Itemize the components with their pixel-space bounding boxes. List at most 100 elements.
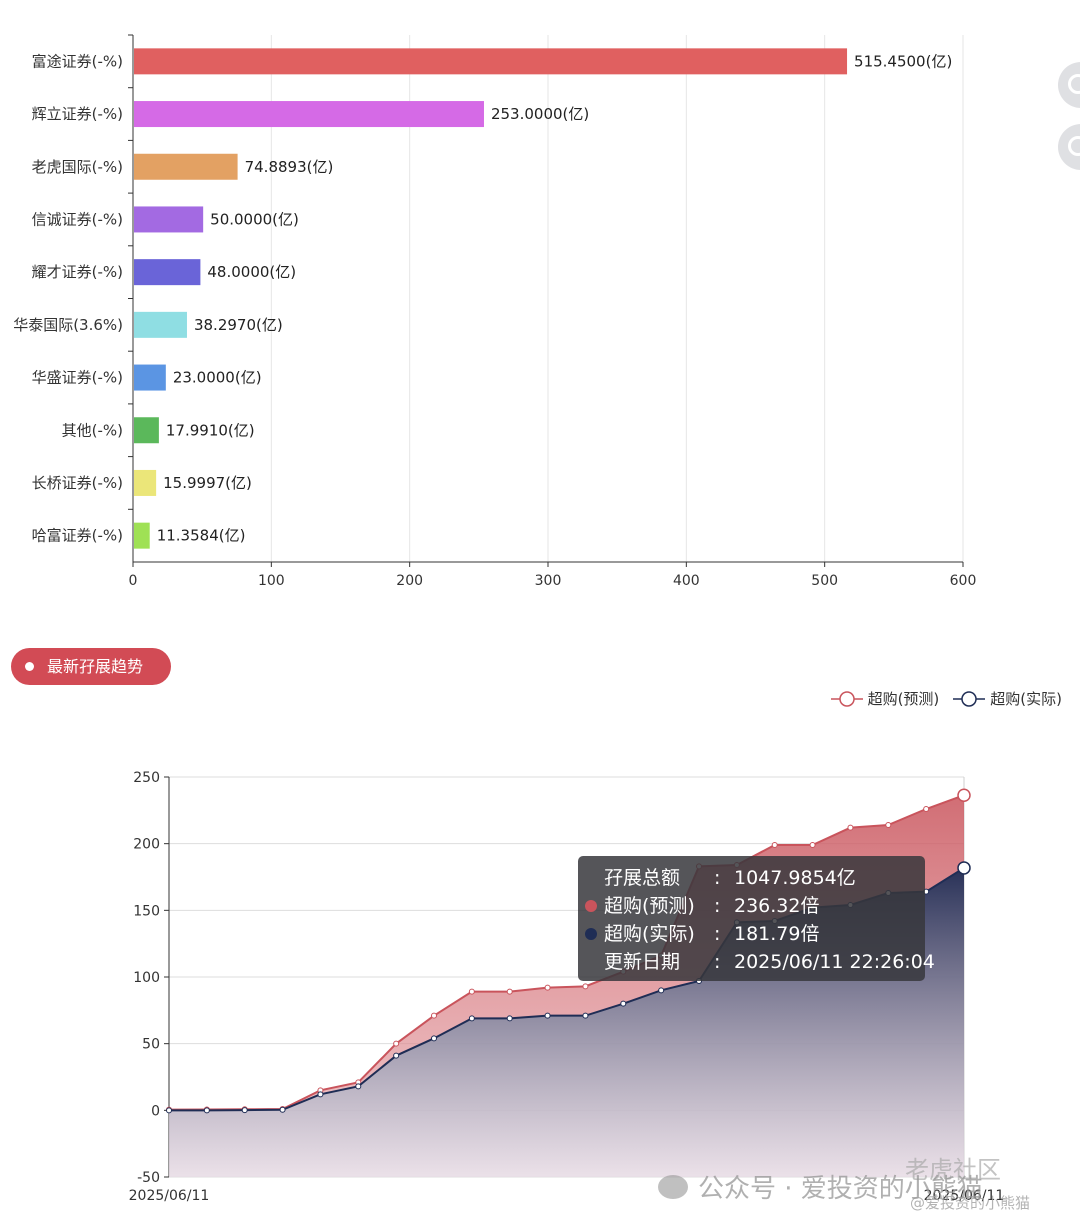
y-tick-label: 0 (151, 1103, 160, 1119)
chart-tooltip: 孖展总额:1047.9854亿 超购(预测):236.32倍 超购(实际):18… (578, 856, 935, 981)
category-label: 长桥证券(-%) (32, 474, 123, 492)
x-tick-label: 400 (673, 573, 700, 589)
data-label: 15.9997(亿) (163, 474, 252, 492)
category-label: 辉立证券(-%) (32, 105, 123, 123)
data-point (506, 988, 513, 995)
data-point (241, 1107, 248, 1114)
data-point (431, 1012, 437, 1019)
data-point (203, 1107, 210, 1114)
section-title: 最新孖展趋势 (47, 657, 144, 676)
data-point (468, 1015, 475, 1022)
legend-label: 超购(预测) (867, 690, 940, 708)
series-line (168, 794, 965, 1111)
bar (134, 48, 848, 75)
share-icon[interactable] (1058, 62, 1080, 108)
data-point (923, 806, 930, 812)
bar (134, 311, 187, 338)
tooltip-row: 更新日期:2025/06/11 22:26:04 (604, 948, 935, 976)
wechat-watermark-text: 公众号 · 爱投资的小熊猫 (698, 1174, 983, 1204)
data-label: 48.0000(亿) (207, 263, 296, 281)
tooltip-value: 236.32倍 (734, 895, 820, 917)
y-tick-label: -50 (137, 1170, 160, 1186)
data-label: 17.9910(亿) (166, 421, 255, 439)
data-point (582, 983, 589, 990)
bar (134, 417, 159, 444)
tooltip-value: 1047.9854亿 (734, 867, 856, 889)
y-tick-label: 100 (133, 970, 160, 986)
y-tick-label: 150 (133, 903, 160, 919)
y-tick-label: 50 (142, 1037, 160, 1053)
bar (134, 522, 150, 549)
data-point (957, 788, 971, 802)
data-label: 11.3584(亿) (157, 527, 246, 545)
legend-item-forecast[interactable]: 超购(预测) (830, 688, 940, 709)
x-tick-label: 300 (535, 573, 562, 589)
data-point (544, 984, 551, 991)
data-point (885, 822, 892, 828)
series-dot-icon (585, 900, 597, 912)
tooltip-separator: : (714, 895, 721, 917)
data-point (393, 1040, 400, 1047)
legend: 超购(预测) 超购(实际) (830, 688, 1062, 709)
tooltip-value: 181.79倍 (734, 923, 820, 945)
data-label: 253.0000(亿) (491, 105, 589, 123)
x-tick-label: 100 (258, 573, 285, 589)
y-tick-label: 250 (133, 770, 160, 786)
category-label: 华盛证券(-%) (32, 369, 123, 387)
data-point (582, 1012, 589, 1019)
x-tick-label: 2025/06/11 (129, 1188, 210, 1204)
link-icon[interactable] (1058, 124, 1080, 170)
bar (134, 153, 238, 180)
data-point (431, 1035, 437, 1042)
tiger-community-watermark: 老虎社区 (905, 1156, 1001, 1184)
tooltip-label: 超购(实际) (604, 923, 695, 945)
y-tick-label: 200 (133, 837, 160, 853)
legend-circle-icon (830, 690, 863, 707)
data-point (317, 1091, 324, 1098)
bar (134, 259, 201, 286)
bar (134, 101, 484, 128)
tooltip-row: 超购(预测):236.32倍 (585, 892, 925, 920)
x-tick-label: 500 (811, 573, 838, 589)
data-point (279, 1106, 286, 1113)
legend-circle-icon (953, 690, 986, 707)
data-point (620, 1000, 627, 1007)
data-point (393, 1052, 400, 1059)
broker-margin-bar-chart: 0 100 200 300 400 500 600 富途证券(-%) 515.4500(亿) 辉立… (13, 34, 977, 589)
data-point (957, 861, 971, 875)
category-label: 其他(-%) (62, 421, 123, 439)
tooltip-label: 超购(预测) (604, 895, 695, 917)
bullet-dot-icon (25, 662, 34, 671)
category-label: 华泰国际(3.6%) (13, 316, 123, 334)
series-dot-icon (585, 928, 597, 940)
data-point (355, 1083, 362, 1090)
data-point (771, 842, 778, 848)
data-point (506, 1015, 513, 1022)
data-point (809, 842, 816, 848)
data-label: 38.2970(亿) (194, 316, 283, 334)
data-label: 50.0000(亿) (210, 210, 299, 228)
legend-label: 超购(实际) (990, 690, 1062, 708)
data-point (544, 1012, 551, 1019)
wechat-icon (658, 1174, 688, 1199)
bar (134, 206, 204, 233)
legend-item-actual[interactable]: 超购(实际) (953, 688, 1062, 709)
tooltip-separator: : (714, 867, 721, 889)
category-label: 老虎国际(-%) (32, 158, 123, 176)
data-point (658, 987, 665, 994)
data-label: 74.8893(亿) (245, 158, 334, 176)
tooltip-label: 更新日期 (604, 951, 681, 973)
category-label: 信诚证券(-%) (32, 210, 123, 228)
x-tick-label: 2025/06/11 (924, 1188, 1005, 1204)
handle-watermark: @爱投资的小熊猫 (910, 1194, 1031, 1212)
tooltip-row: 孖展总额:1047.9854亿 (604, 864, 925, 892)
tooltip-separator: : (714, 923, 721, 945)
wechat-watermark: 公众号 · 爱投资的小熊猫 (658, 1168, 983, 1205)
category-label: 富途证券(-%) (32, 52, 123, 70)
tooltip-row: 超购(实际):181.79倍 (585, 920, 925, 948)
x-tick-label: 600 (950, 573, 977, 589)
x-tick-label: 200 (396, 573, 423, 589)
category-label: 耀才证券(-%) (32, 263, 123, 281)
tooltip-separator: : (714, 951, 721, 973)
data-label: 23.0000(亿) (173, 369, 262, 387)
